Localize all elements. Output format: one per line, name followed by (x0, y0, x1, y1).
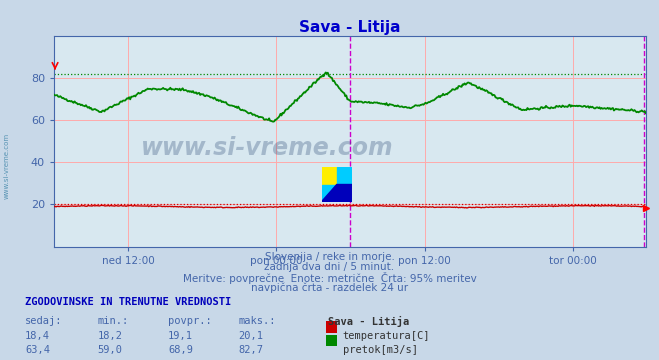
Bar (337, 167, 352, 184)
Text: Meritve: povprečne  Enote: metrične  Črta: 95% meritev: Meritve: povprečne Enote: metrične Črta:… (183, 272, 476, 284)
Text: Slovenija / reke in morje.: Slovenija / reke in morje. (264, 252, 395, 262)
Text: pretok[m3/s]: pretok[m3/s] (343, 345, 418, 355)
Text: 18,4: 18,4 (25, 331, 50, 341)
Text: min.:: min.: (98, 316, 129, 326)
Text: 19,1: 19,1 (168, 331, 193, 341)
Polygon shape (322, 184, 352, 202)
Text: navpična črta - razdelek 24 ur: navpična črta - razdelek 24 ur (251, 282, 408, 293)
Text: sedaj:: sedaj: (25, 316, 63, 326)
Text: ZGODOVINSKE IN TRENUTNE VREDNOSTI: ZGODOVINSKE IN TRENUTNE VREDNOSTI (25, 297, 231, 307)
Text: 63,4: 63,4 (25, 345, 50, 355)
Text: 20,1: 20,1 (239, 331, 264, 341)
Text: zadnja dva dni / 5 minut.: zadnja dva dni / 5 minut. (264, 262, 395, 272)
Bar (322, 167, 337, 184)
Text: 82,7: 82,7 (239, 345, 264, 355)
Text: www.si-vreme.com: www.si-vreme.com (3, 132, 10, 199)
Title: Sava - Litija: Sava - Litija (299, 20, 401, 35)
Text: Sava - Litija: Sava - Litija (328, 316, 409, 327)
Text: www.si-vreme.com: www.si-vreme.com (141, 136, 393, 159)
Text: 68,9: 68,9 (168, 345, 193, 355)
Text: maks.:: maks.: (239, 316, 276, 326)
Text: 59,0: 59,0 (98, 345, 123, 355)
Text: 18,2: 18,2 (98, 331, 123, 341)
Text: temperatura[C]: temperatura[C] (343, 331, 430, 341)
Text: povpr.:: povpr.: (168, 316, 212, 326)
Polygon shape (322, 184, 337, 202)
